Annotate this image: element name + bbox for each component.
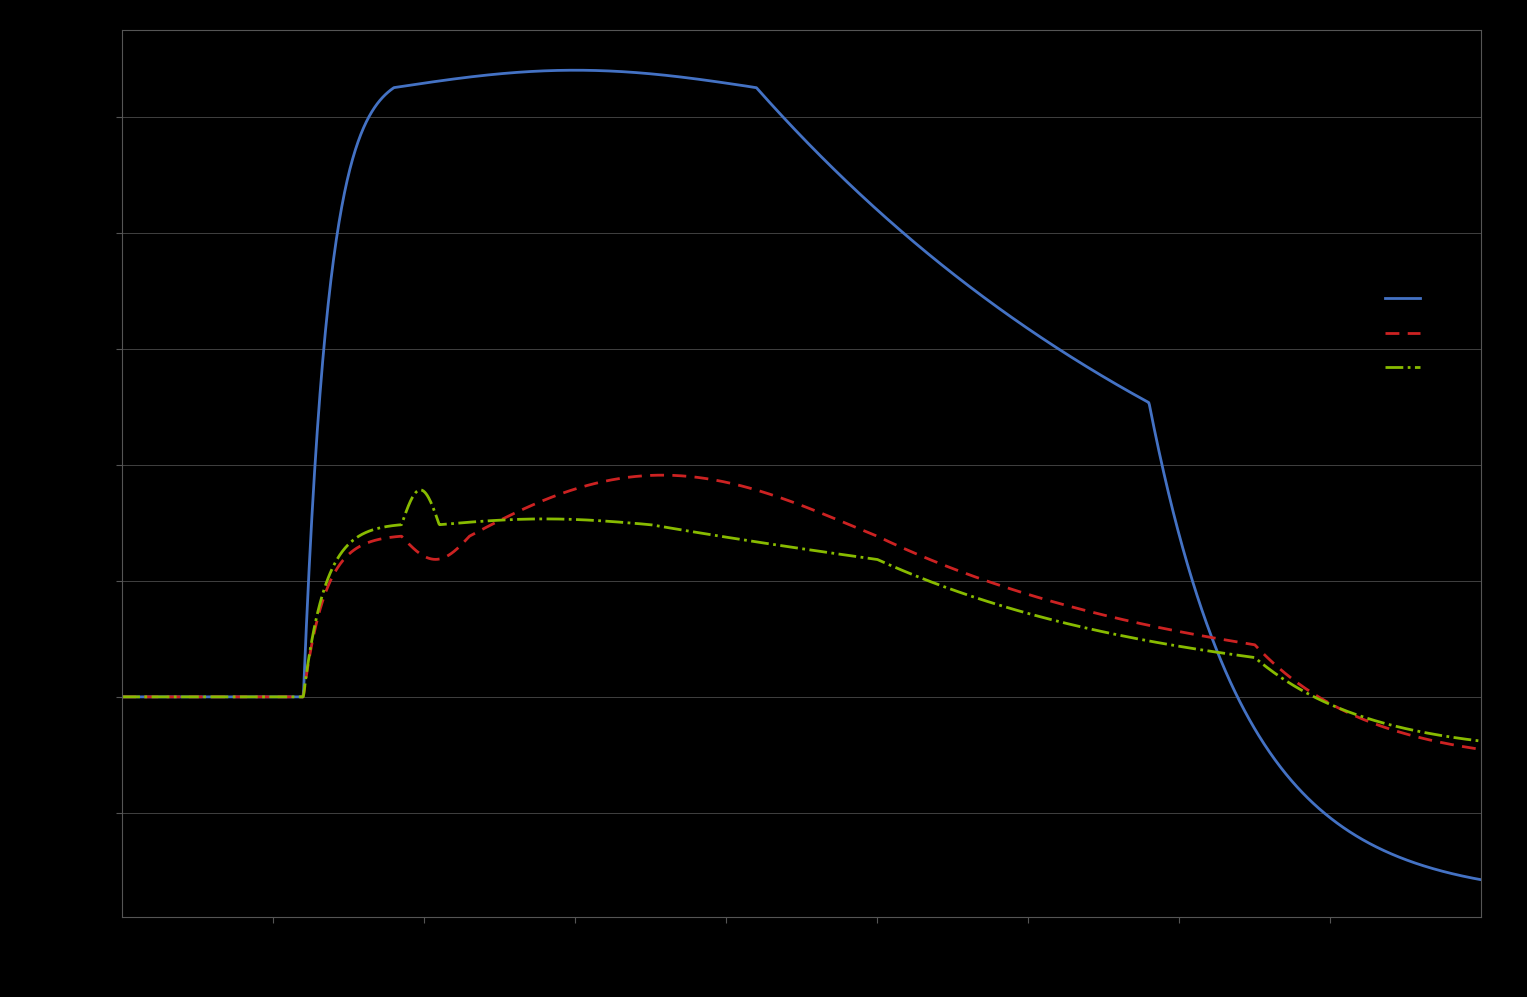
Legend: , , : , , (1377, 285, 1434, 383)
